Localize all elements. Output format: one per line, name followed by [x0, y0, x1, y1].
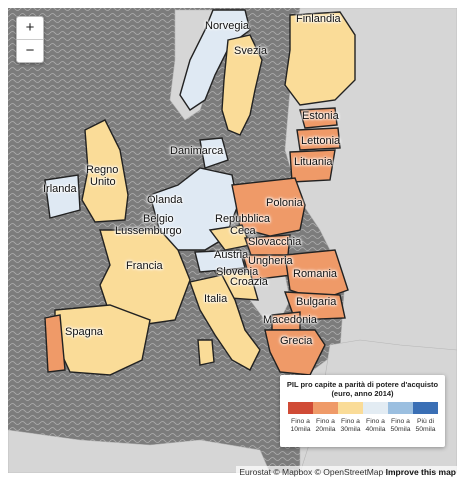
label-regno: Regno: [86, 164, 119, 176]
label-bulgaria: Bulgaria: [296, 296, 337, 308]
legend-swatch-3: [338, 402, 363, 414]
label-lettonia: Lettonia: [301, 135, 341, 147]
label-slovenia: Slovenia: [216, 266, 259, 278]
label-ungheria: Ungheria: [248, 255, 293, 267]
zoom-in-button[interactable]: +: [25, 19, 35, 36]
label-estonia: Estonia: [302, 110, 339, 122]
lithuania[interactable]: [289, 149, 336, 183]
label-danimarca: Danimarca: [170, 145, 224, 157]
label-norvegia: Norvegia: [205, 20, 250, 32]
legend: PIL pro capite a parità di potere d'acqu…: [280, 375, 445, 447]
label-ceca: Ceca: [230, 225, 256, 237]
label-francia: Francia: [126, 260, 163, 272]
legend-label-2: Fino a 20mila: [315, 418, 336, 433]
zoom-control: + −: [16, 16, 44, 63]
label-macedonia: Macedonia: [263, 314, 317, 326]
sweden[interactable]: [221, 34, 263, 136]
legend-swatch-5: [388, 402, 413, 414]
legend-label-5: Fino a 50mila: [390, 418, 411, 433]
italy[interactable]: [189, 274, 261, 371]
zoom-out-button[interactable]: −: [17, 39, 43, 62]
label-slovacchia: Slovacchia: [248, 236, 302, 248]
attribution-text: Eurostat © Mapbox © OpenStreetMap: [239, 467, 386, 477]
finland[interactable]: [284, 11, 356, 106]
label-lussemburgo: Lussemburgo: [115, 225, 182, 237]
estonia[interactable]: [299, 107, 338, 129]
label-belgio: Belgio: [143, 213, 174, 225]
label-svezia: Svezia: [234, 45, 268, 57]
poland[interactable]: [231, 177, 306, 237]
norway[interactable]: [179, 9, 251, 111]
label-italia: Italia: [204, 293, 228, 305]
legend-label-1: Fino a 10mila: [290, 418, 311, 433]
legend-label-3: Fino a 30mila: [340, 418, 361, 433]
legend-swatch-4: [363, 402, 388, 414]
label-finlandia: Finlandia: [296, 13, 341, 25]
latvia[interactable]: [296, 127, 341, 151]
label-unito: Unito: [90, 176, 116, 188]
label-grecia: Grecia: [280, 335, 313, 347]
label-croazia: Croazia: [230, 276, 268, 288]
ireland[interactable]: [44, 174, 81, 219]
legend-swatch-1: [288, 402, 313, 414]
map[interactable]: + − Norvegia Finlandia Svezia Estonia Le…: [8, 8, 457, 473]
france[interactable]: [99, 229, 191, 326]
label-lituania: Lituania: [294, 156, 333, 168]
label-polonia: Polonia: [266, 197, 303, 209]
denmark[interactable]: [199, 137, 229, 169]
legend-title-line2: (euro, anno 2014): [331, 389, 394, 398]
label-repubblica: Repubblica: [215, 213, 271, 225]
legend-label-4: Fino a 40mila: [365, 418, 386, 433]
label-romania: Romania: [293, 268, 338, 280]
label-spagna: Spagna: [65, 326, 103, 338]
legend-label-6: Più di 50mila: [415, 418, 436, 433]
austria[interactable]: [194, 249, 246, 273]
legend-title: PIL pro capite a parità di potere d'acqu…: [280, 380, 445, 398]
label-irlanda: Irlanda: [43, 183, 77, 195]
legend-swatch-6: [413, 402, 438, 414]
map-canvas[interactable]: [8, 8, 457, 473]
sardinia: [197, 339, 215, 366]
legend-swatches: [288, 402, 438, 414]
legend-labels: Fino a 10mila Fino a 20mila Fino a 30mil…: [288, 418, 438, 434]
label-olanda: Olanda: [147, 194, 183, 206]
improve-map-link[interactable]: Improve this map: [385, 467, 456, 477]
portugal[interactable]: [44, 314, 66, 373]
legend-swatch-2: [313, 402, 338, 414]
united-kingdom[interactable]: [81, 119, 129, 223]
label-austria: Austria: [214, 249, 249, 261]
legend-title-line1: PIL pro capite a parità di potere d'acqu…: [286, 380, 439, 389]
attribution: Eurostat © Mapbox © OpenStreetMap Improv…: [236, 466, 459, 478]
